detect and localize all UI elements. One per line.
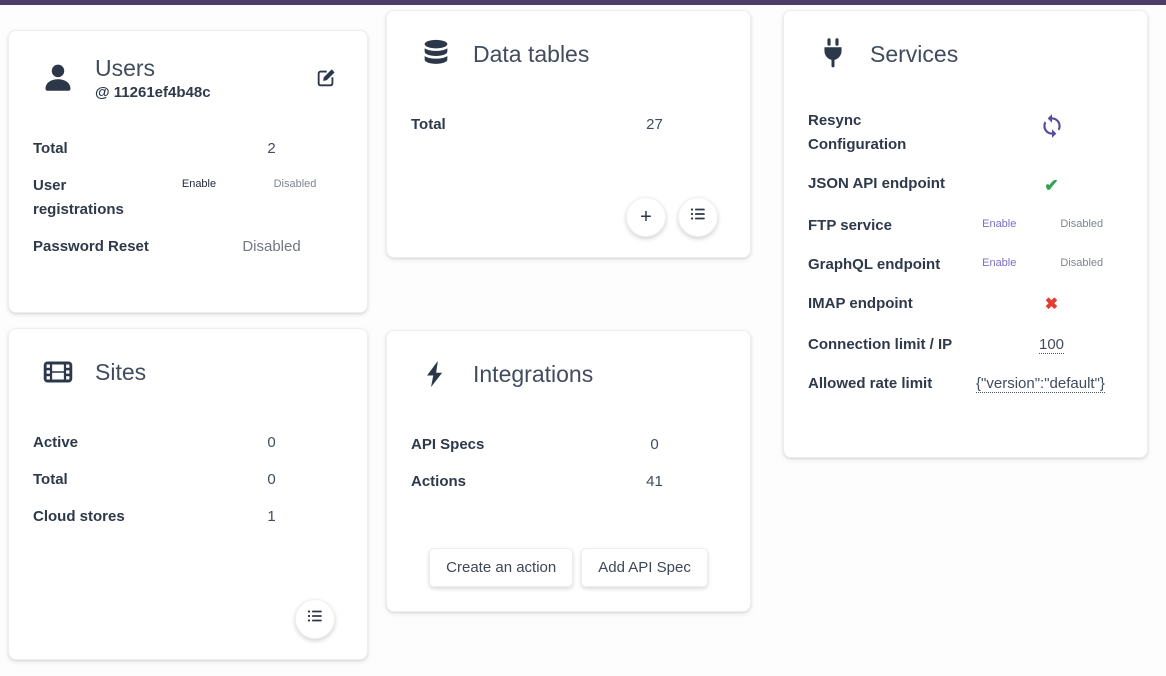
json-api-endpoint-label: JSON API endpoint bbox=[808, 175, 945, 192]
cross-icon: ✖ bbox=[1044, 296, 1059, 314]
ftp-service-row: FTP service Enable Disabled bbox=[808, 214, 1123, 238]
lightning-bolt-icon bbox=[417, 355, 455, 393]
connection-limit-value[interactable]: 100 bbox=[1038, 335, 1065, 354]
password-reset-row: Password Reset Disabled bbox=[33, 235, 343, 259]
user-registrations-row: User registrations Enable Disabled bbox=[33, 174, 343, 222]
cloud-stores-row: Cloud stores 1 bbox=[33, 505, 343, 529]
integrations-card-title: Integrations bbox=[473, 360, 594, 387]
imap-endpoint-label: IMAP endpoint bbox=[808, 295, 913, 313]
rate-limit-label: Allowed rate limit bbox=[808, 374, 933, 392]
rate-limit-row: Allowed rate limit {"version":"default"} bbox=[808, 372, 1123, 396]
sites-total-value: 0 bbox=[267, 471, 276, 488]
resync-configuration-label: Resync Configuration bbox=[808, 112, 907, 153]
password-reset-label: Password Reset bbox=[33, 238, 149, 255]
graphql-endpoint-label: GraphQL endpoint bbox=[808, 256, 941, 274]
connection-limit-label: Connection limit / IP bbox=[808, 335, 953, 353]
add-data-table-button[interactable]: + bbox=[626, 197, 666, 237]
database-icon bbox=[417, 35, 455, 73]
api-specs-label: API Specs bbox=[411, 436, 485, 453]
film-icon bbox=[39, 353, 77, 391]
rate-limit-value[interactable]: {"version":"default"} bbox=[976, 374, 1105, 393]
resync-configuration-row: Resync Configuration bbox=[808, 109, 1123, 157]
cloud-stores-value: 1 bbox=[267, 508, 276, 525]
actions-row: Actions 41 bbox=[411, 470, 726, 494]
graphql-enable-link[interactable]: Enable bbox=[982, 257, 1017, 270]
sites-active-row: Active 0 bbox=[33, 431, 343, 455]
actions-value: 41 bbox=[646, 473, 663, 490]
sites-total-row: Total 0 bbox=[33, 468, 343, 492]
json-api-endpoint-row: JSON API endpoint ✔ bbox=[808, 172, 1123, 199]
graphql-status: Disabled bbox=[1060, 257, 1104, 270]
plus-icon: + bbox=[640, 205, 652, 228]
users-card-title: Users bbox=[95, 55, 156, 81]
edit-pencil-icon bbox=[315, 67, 337, 89]
users-card-header: Users @ 11261ef4b48c bbox=[39, 55, 343, 101]
data-tables-total-row: Total 27 bbox=[411, 113, 726, 137]
dashboard: Users @ 11261ef4b48c Total 2 bbox=[0, 5, 1166, 660]
user-icon bbox=[39, 59, 77, 97]
imap-endpoint-row: IMAP endpoint ✖ bbox=[808, 292, 1123, 318]
services-card-header: Services bbox=[814, 35, 1123, 73]
users-total-label: Total bbox=[33, 140, 68, 157]
add-api-spec-button[interactable]: Add API Spec bbox=[581, 548, 708, 587]
edit-users-button[interactable] bbox=[311, 63, 341, 93]
sites-total-label: Total bbox=[33, 471, 68, 488]
integrations-card: Integrations API Specs 0 Actions 41 Crea… bbox=[386, 330, 751, 612]
sites-list-button[interactable] bbox=[295, 599, 335, 639]
graphql-endpoint-row: GraphQL endpoint Enable Disabled bbox=[808, 253, 1123, 277]
user-registrations-label: User registrations bbox=[33, 177, 124, 218]
check-icon: ✔ bbox=[1044, 176, 1059, 195]
sites-card: Sites Active 0 Total 0 Cloud stores 1 bbox=[8, 328, 368, 660]
data-tables-card-title: Data tables bbox=[473, 40, 590, 67]
resync-button[interactable] bbox=[1035, 109, 1069, 146]
integrations-card-header: Integrations bbox=[417, 355, 726, 393]
data-tables-total-label: Total bbox=[411, 116, 446, 133]
data-tables-total-value: 27 bbox=[646, 116, 663, 133]
services-card-title: Services bbox=[870, 40, 959, 67]
data-tables-list-button[interactable] bbox=[678, 197, 718, 237]
services-card: Services Resync Configuration bbox=[783, 10, 1148, 458]
sites-card-title: Sites bbox=[95, 358, 147, 385]
cloud-stores-label: Cloud stores bbox=[33, 508, 125, 525]
ftp-service-label: FTP service bbox=[808, 217, 892, 235]
users-card-subtitle: @ 11261ef4b48c bbox=[95, 84, 211, 101]
create-action-button[interactable]: Create an action bbox=[429, 548, 574, 587]
users-total-value: 2 bbox=[267, 140, 276, 157]
top-accent-bar bbox=[0, 0, 1166, 5]
sites-card-header: Sites bbox=[39, 353, 343, 391]
sync-refresh-icon bbox=[1039, 114, 1065, 142]
actions-label: Actions bbox=[411, 473, 467, 490]
plug-icon bbox=[814, 35, 852, 73]
password-reset-status: Disabled bbox=[242, 238, 301, 255]
api-specs-value: 0 bbox=[650, 436, 659, 453]
users-total-row: Total 2 bbox=[33, 137, 343, 161]
connection-limit-row: Connection limit / IP 100 bbox=[808, 333, 1123, 357]
api-specs-row: API Specs 0 bbox=[411, 433, 726, 457]
ftp-status: Disabled bbox=[1060, 218, 1104, 231]
data-tables-card-header: Data tables bbox=[417, 35, 726, 73]
sites-active-value: 0 bbox=[267, 434, 276, 451]
user-registrations-status: Disabled bbox=[273, 178, 317, 190]
users-card: Users @ 11261ef4b48c Total 2 bbox=[8, 30, 368, 313]
user-registrations-enable-link[interactable]: Enable bbox=[181, 178, 217, 190]
data-tables-card: Data tables Total 27 + bbox=[386, 10, 751, 258]
sites-active-label: Active bbox=[33, 434, 79, 451]
ftp-enable-link[interactable]: Enable bbox=[982, 218, 1017, 231]
list-icon bbox=[689, 205, 707, 229]
list-icon bbox=[306, 607, 324, 631]
